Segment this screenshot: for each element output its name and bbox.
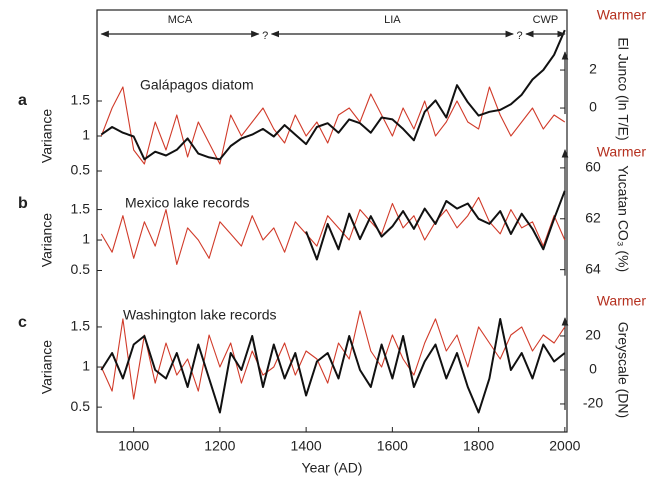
y-tick-label: 0.5 xyxy=(71,261,91,277)
y2-tick-label: 62 xyxy=(585,209,601,225)
annotation: ? xyxy=(517,30,523,42)
x-tick-label: 2000 xyxy=(549,438,580,454)
panel-label: b xyxy=(18,195,28,212)
x-tick-label: 1600 xyxy=(377,438,408,454)
y2-tick-label: 2 xyxy=(589,61,597,77)
panel-label: a xyxy=(18,92,27,109)
period-label: CWP xyxy=(533,14,559,26)
y2-tick-label: 64 xyxy=(585,260,601,276)
series-line xyxy=(100,196,566,265)
y-tick-label: 0.5 xyxy=(71,162,91,178)
y2-axis-label: Greyscale (DN) xyxy=(615,322,631,418)
y2-tick-label: 60 xyxy=(585,159,601,175)
y-tick-label: 1.5 xyxy=(71,318,91,334)
direction-label: Warmer xyxy=(597,144,647,160)
series-line xyxy=(305,190,566,261)
x-tick-label: 1000 xyxy=(118,438,149,454)
y-axis-label: Variance xyxy=(39,340,55,394)
y2-axis-label: El Junco (ln T/E) xyxy=(615,37,631,140)
panel-label: c xyxy=(18,314,27,331)
series-line xyxy=(100,310,566,400)
panel-title: Washington lake records xyxy=(123,307,277,323)
x-tick-label: 1800 xyxy=(463,438,494,454)
period-label: MCA xyxy=(168,14,193,26)
x-tick-label: 1400 xyxy=(291,438,322,454)
panel-title: Galápagos diatom xyxy=(140,77,254,93)
y2-tick-label: 0 xyxy=(589,361,597,377)
direction-label: Warmer xyxy=(597,293,647,309)
y-tick-label: 1 xyxy=(82,127,90,143)
y-tick-label: 0.5 xyxy=(71,398,91,414)
direction-label: Warmer xyxy=(597,7,647,23)
y2-tick-label: -20 xyxy=(583,395,603,411)
y-tick-label: 1.5 xyxy=(71,92,91,108)
y-axis-label: Variance xyxy=(39,213,55,267)
x-axis-label: Year (AD) xyxy=(302,460,363,476)
y-tick-label: 1 xyxy=(82,231,90,247)
y-tick-label: 1.5 xyxy=(71,200,91,216)
series-line xyxy=(100,318,566,414)
y-tick-label: 1 xyxy=(82,358,90,374)
y2-axis-label: Yucatan CO₃ (%) xyxy=(615,165,631,272)
x-tick-label: 1200 xyxy=(204,438,235,454)
annotation: ? xyxy=(262,30,268,42)
panel-title: Mexico lake records xyxy=(125,195,250,211)
frame xyxy=(96,9,568,433)
period-label: LIA xyxy=(384,14,401,26)
y2-tick-label: 0 xyxy=(589,99,597,115)
series-line xyxy=(100,29,566,161)
y-axis-label: Variance xyxy=(39,109,55,163)
y2-tick-label: 20 xyxy=(585,327,601,343)
